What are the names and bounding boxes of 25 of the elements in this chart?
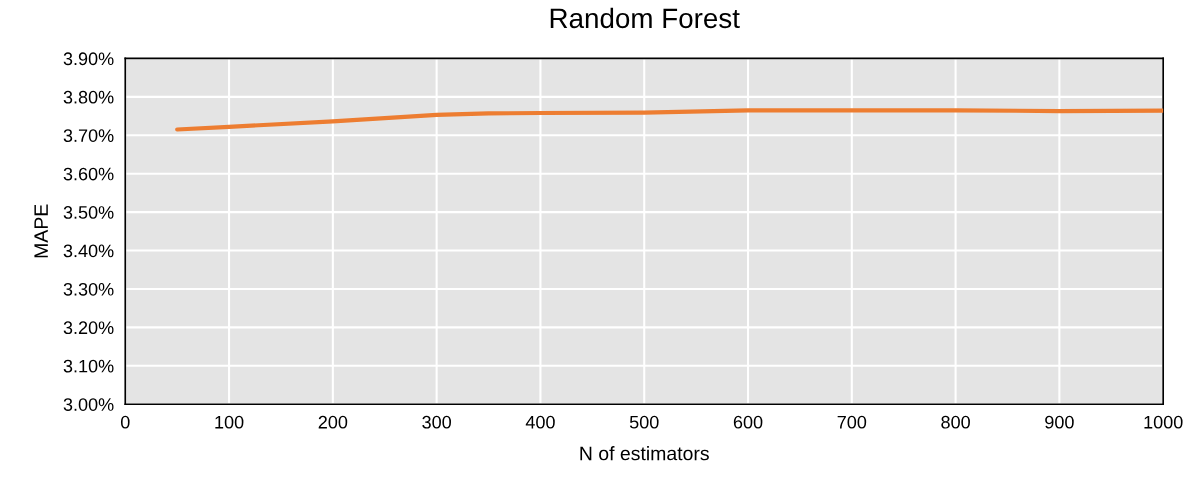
x-tick-label: 500 xyxy=(629,415,659,429)
y-tick-label: 3.40% xyxy=(63,244,114,258)
x-tick-label: 100 xyxy=(215,415,244,429)
y-axis-title: MAPE xyxy=(34,204,48,258)
y-tick-label: 3.30% xyxy=(63,282,114,296)
y-tick-label: 3.70% xyxy=(63,129,114,142)
x-tick-label: 400 xyxy=(525,415,555,429)
x-tick-label: 900 xyxy=(1045,415,1074,429)
x-tick-label: 800 xyxy=(941,415,970,429)
x-tick-label: 600 xyxy=(733,415,763,429)
y-tick-label: 3.60% xyxy=(63,167,114,181)
x-tick-label: 0 xyxy=(120,415,130,429)
chart-title: Random Forest xyxy=(550,7,740,29)
x-tick-label: 300 xyxy=(422,415,451,429)
y-tick-label: 3.10% xyxy=(63,359,114,373)
y-tick-label: 3.80% xyxy=(63,90,114,104)
y-tick-label: 3.50% xyxy=(63,206,114,219)
x-axis-title: N of estimators xyxy=(580,446,709,461)
line-series xyxy=(175,108,1164,132)
x-tick-label: 1000 xyxy=(1144,415,1183,429)
x-tick-label: 700 xyxy=(837,415,867,429)
y-tick-label: 3.90% xyxy=(63,52,114,66)
y-tick-label: 3.20% xyxy=(63,321,114,335)
y-tick-label: 3.00% xyxy=(63,398,114,411)
x-tick-label: 200 xyxy=(318,415,348,429)
